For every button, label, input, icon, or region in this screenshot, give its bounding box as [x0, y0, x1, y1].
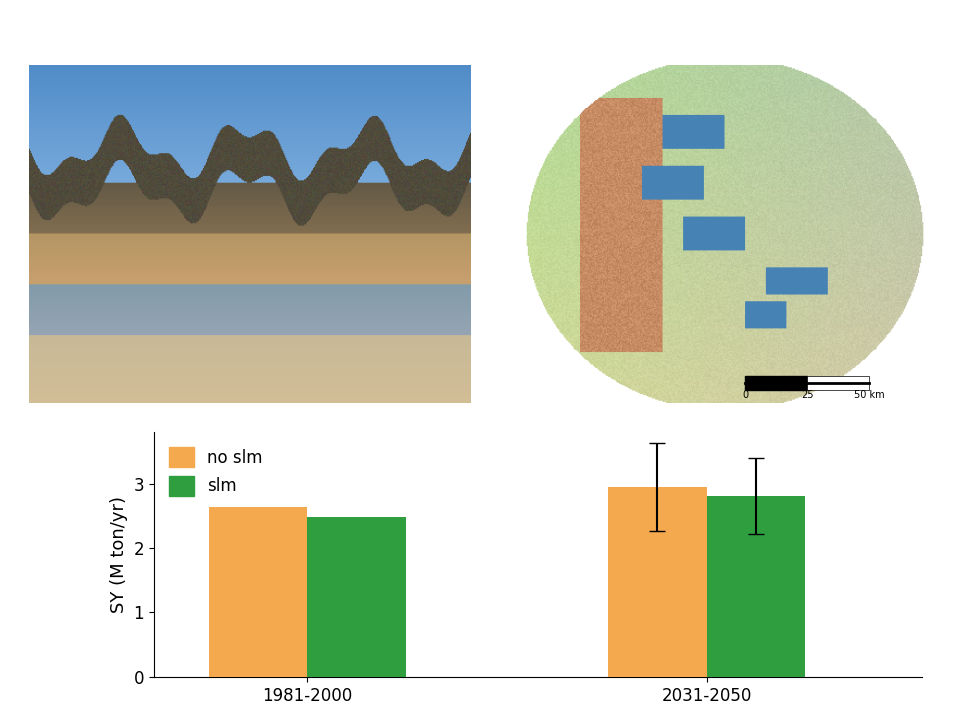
Legend: no slm, slm: no slm, slm — [162, 441, 269, 503]
Bar — [609, 487, 707, 677]
Text: IMPACT SLM ON SEDIMENT YIELD: IMPACT SLM ON SEDIMENT YIELD — [222, 9, 738, 37]
Bar — [707, 496, 804, 677]
Bar — [209, 508, 307, 677]
Text: 25: 25 — [801, 390, 814, 400]
Text: 0: 0 — [742, 390, 749, 400]
Y-axis label: SY (M ton/yr): SY (M ton/yr) — [109, 496, 128, 613]
Bar — [307, 517, 405, 677]
Text: 50 km: 50 km — [854, 390, 884, 400]
